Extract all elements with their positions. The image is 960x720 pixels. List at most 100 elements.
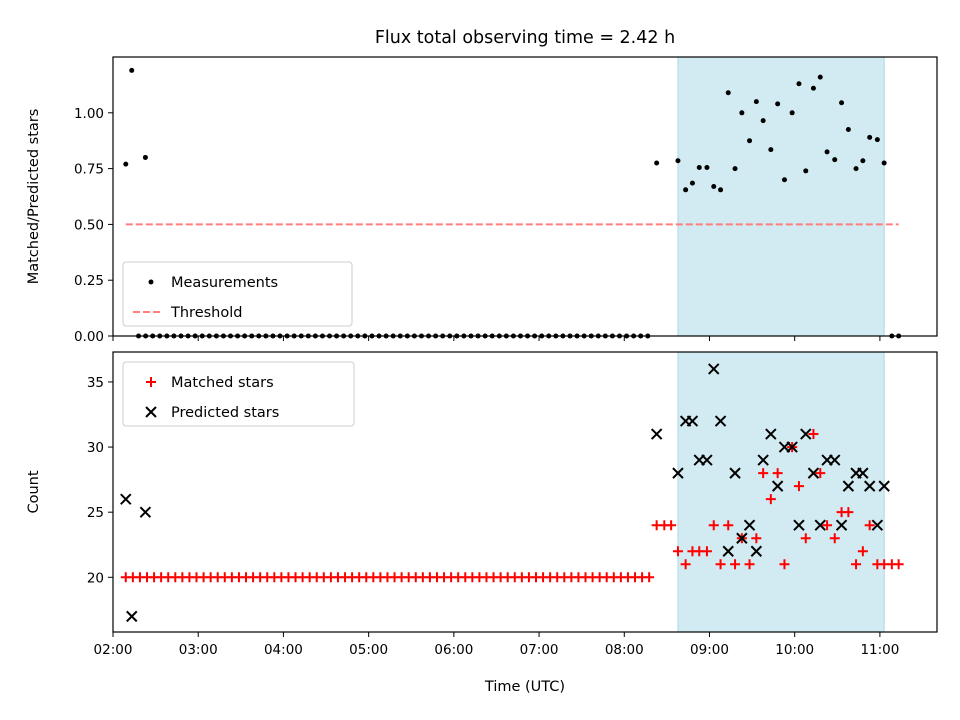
predicted-stars-point <box>736 532 748 544</box>
matched-stars-point <box>857 546 868 557</box>
predicted-stars-point <box>857 467 869 479</box>
matched-stars-point <box>843 507 854 518</box>
matched-stars-point <box>800 533 811 544</box>
matched-stars-point <box>701 546 712 557</box>
matched-stars-point <box>829 533 840 544</box>
predicted-stars-point <box>701 454 713 466</box>
predicted-stars-point <box>786 441 798 453</box>
x-tick-label: 06:00 <box>434 642 473 658</box>
x-tick-label: 03:00 <box>179 642 218 658</box>
legend-label: Measurements <box>171 275 278 291</box>
measurements-point <box>760 118 766 124</box>
chart-title: Flux total observing time = 2.42 h <box>375 28 675 48</box>
matched-stars-point <box>708 520 719 531</box>
matched-stars-point <box>744 559 755 570</box>
measurements-point <box>704 164 710 170</box>
measurements-point <box>839 100 845 106</box>
matched-stars-point <box>765 494 776 505</box>
legend-matched-stars-swatch <box>146 377 156 387</box>
predicted-stars-point <box>126 610 138 623</box>
matched-stars-point <box>644 572 655 583</box>
measurements-point <box>129 67 135 73</box>
legend-measurements-swatch <box>148 279 154 285</box>
y-tick-label: 1.00 <box>74 106 104 122</box>
matched-stars-point <box>680 559 691 570</box>
measurements-point <box>874 137 880 143</box>
measurements-point <box>824 149 830 155</box>
predicted-stars-point <box>863 480 876 492</box>
x-axis-label: Time (UTC) <box>484 679 565 695</box>
predicted-stars-point <box>835 519 848 531</box>
y-tick-label: 35 <box>87 375 104 391</box>
measurements-point <box>696 164 702 170</box>
x-tick-label: 04:00 <box>264 642 303 658</box>
predicted-stars-point <box>139 506 152 518</box>
matched-stars-point <box>864 520 875 531</box>
observing-window-band <box>677 352 885 632</box>
matched-stars-point <box>758 468 769 479</box>
legend-label: Predicted stars <box>171 405 279 421</box>
matched-stars-point <box>672 546 683 557</box>
y-tick-label: 0.25 <box>74 273 104 289</box>
predicted-stars-point <box>714 415 727 427</box>
measurements-point <box>718 187 724 193</box>
predicted-stars-point <box>650 428 663 440</box>
predicted-stars-point <box>814 519 826 531</box>
matched-stars-point <box>715 559 726 570</box>
measurements-point <box>683 187 689 193</box>
predicted-stars-point <box>757 454 769 466</box>
observing-window-band <box>677 57 885 336</box>
measurements-point <box>781 177 787 183</box>
predicted-stars-point <box>120 493 132 505</box>
measurements-point <box>711 183 717 189</box>
top-axes: 0.00 0.25 0.50 0.75 1.00 Measurements Thresho… <box>26 56 938 345</box>
predicted-stars-point <box>878 480 890 492</box>
measurements-point <box>803 168 809 174</box>
measurements-point <box>123 161 129 167</box>
y-tick-label: 0.00 <box>74 329 104 345</box>
measurements-point <box>675 158 681 164</box>
measurements-point <box>832 157 838 163</box>
matched-stars-point <box>666 520 677 531</box>
predicted-stars-point <box>722 545 734 557</box>
measurements-point <box>867 134 873 140</box>
x-tick-label: 07:00 <box>520 642 559 658</box>
y-tick-label: 30 <box>87 440 104 456</box>
measurements-point <box>860 158 866 164</box>
legend-label: Matched stars <box>171 375 274 391</box>
bottom-axes: 20 25 30 35 02:00 03:00 04:00 05:00 06:00 07:00 08… <box>26 351 938 695</box>
x-tick-label: 10:00 <box>775 642 814 658</box>
x-tick-label: 05:00 <box>349 642 388 658</box>
predicted-stars-point <box>750 545 763 557</box>
x-tick-label: 08:00 <box>605 642 644 658</box>
x-tick-label: 02:00 <box>94 642 133 658</box>
y-tick-label: 0.50 <box>74 217 104 233</box>
bottom-legend: Matched stars Predicted stars <box>122 361 355 427</box>
matched-stars-point <box>822 520 833 531</box>
predicted-stars-point <box>686 415 699 427</box>
bottom-y-axis-label: Count <box>26 470 42 513</box>
x-tick-label: 11:00 <box>860 642 899 658</box>
legend-predicted-stars-swatch <box>145 406 157 418</box>
matched-stars-point <box>808 429 819 440</box>
measurements-point <box>845 127 851 133</box>
matched-stars-point <box>772 468 783 479</box>
y-tick-label: 20 <box>87 570 104 586</box>
top-y-axis-label: Matched/Predicted stars <box>26 109 42 285</box>
predicted-stars-point <box>729 467 741 479</box>
measurements-point <box>789 110 795 116</box>
top-legend: Measurements Threshold <box>122 261 353 327</box>
measurements-point <box>654 160 660 166</box>
measurements-point <box>853 166 859 172</box>
predicted-stars-point <box>793 519 805 531</box>
predicted-stars-point <box>708 363 720 375</box>
predicted-stars-point <box>743 519 756 531</box>
measurements-point <box>796 81 802 87</box>
matched-stars-point <box>815 468 826 479</box>
predicted-stars-point <box>771 480 784 492</box>
measurements-point <box>747 138 753 144</box>
predicted-stars-point <box>842 480 855 492</box>
predicted-stars-point <box>829 454 841 466</box>
axes-frame <box>112 351 938 633</box>
